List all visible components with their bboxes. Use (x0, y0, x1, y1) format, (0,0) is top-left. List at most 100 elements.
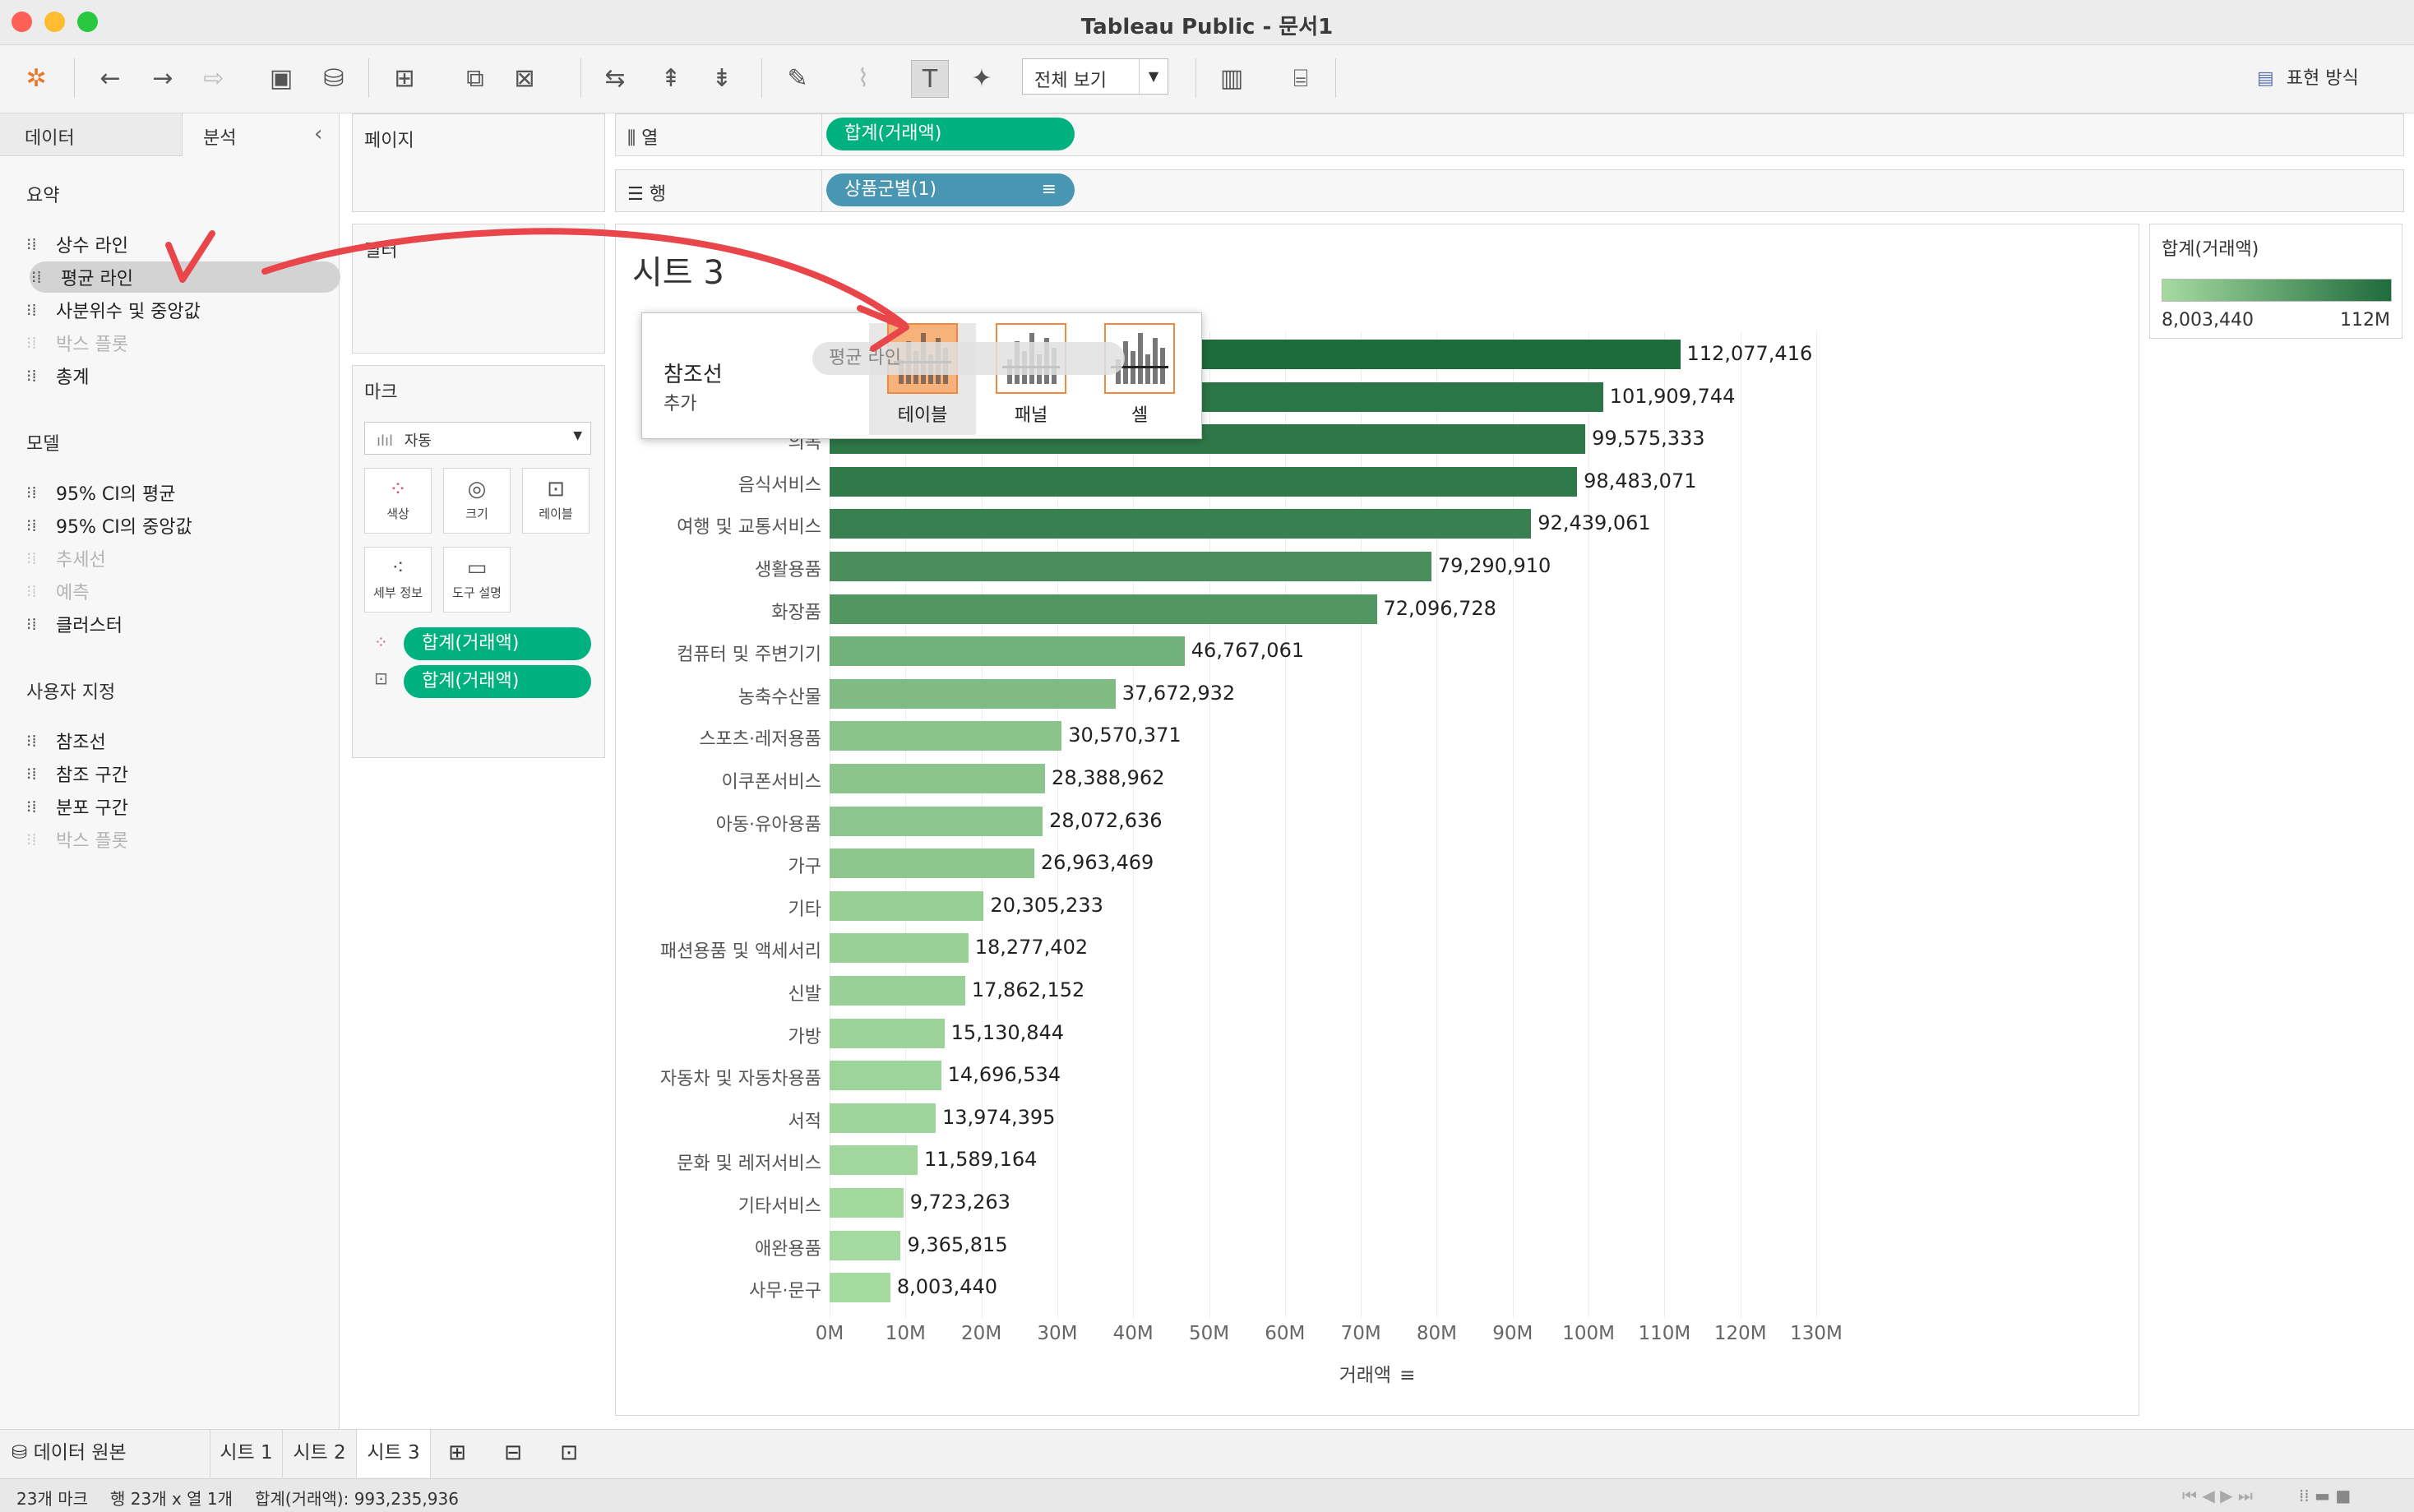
analytics-item[interactable]: ⁝⁞ 박스 플롯 (25, 327, 128, 358)
pages-card[interactable]: 페이지 (352, 113, 605, 212)
show-labels-icon[interactable]: T (911, 60, 949, 98)
tableau-logo-icon[interactable]: ✲ (25, 63, 47, 93)
close-window-button[interactable] (12, 12, 32, 32)
bar[interactable] (830, 1103, 936, 1133)
analytics-item[interactable]: ⁝⁞ 95% CI의 중앙값 (25, 510, 192, 541)
sort-ascending-icon[interactable]: ⇞ (660, 63, 682, 93)
sheet-tab-1[interactable]: 시트 1 (210, 1430, 283, 1477)
analytics-item-label: 박스 플롯 (56, 335, 128, 355)
color-legend[interactable]: 합계(거래액) 8,003,440 112M (2149, 224, 2402, 339)
new-story-icon[interactable]: ⊡ (560, 1440, 578, 1465)
x-gridline (1816, 331, 1817, 1318)
highlight-icon[interactable]: ✎ (787, 63, 808, 93)
bar[interactable] (830, 1061, 941, 1091)
analytics-item[interactable]: ⁝⁞ 클러스터 (25, 608, 123, 640)
scope-bar-glyph (1138, 333, 1143, 384)
bar[interactable] (830, 933, 969, 964)
analytics-item[interactable]: ⁝⁞ 박스 플롯 (25, 824, 128, 855)
new-sheet-icon[interactable]: ⊞ (394, 63, 415, 93)
bar[interactable] (830, 848, 1034, 879)
bar[interactable] (830, 552, 1431, 581)
bar[interactable] (830, 1273, 890, 1303)
bar[interactable] (830, 636, 1185, 667)
bar[interactable] (830, 806, 1043, 836)
bar[interactable] (830, 1188, 904, 1218)
minimize-window-button[interactable] (44, 12, 65, 32)
bar[interactable] (830, 1230, 901, 1260)
bar[interactable] (830, 678, 1116, 709)
x-gridline (1209, 331, 1210, 1318)
rows-shelf[interactable]: ☰ 행 상품군별(1) ≡ (615, 169, 2404, 212)
show-me-button[interactable]: ▤ 표현 방식 (2257, 63, 2359, 90)
new-dashboard-icon[interactable]: ⊟ (504, 1440, 522, 1465)
legend-min-label: 8,003,440 (2162, 310, 2254, 331)
zoom-window-button[interactable] (77, 12, 98, 32)
sort-descending-icon[interactable]: ⇟ (711, 63, 733, 93)
bar[interactable] (830, 764, 1046, 793)
rows-pill[interactable]: 상품군별(1) ≡ (826, 173, 1075, 206)
swap-icon[interactable]: ⇆ (604, 63, 626, 93)
tab-analysis[interactable]: 분석 (183, 113, 339, 156)
analytics-item[interactable]: ⁝⁞ 상수 라인 (25, 229, 128, 260)
bar[interactable] (830, 721, 1062, 751)
scope-cell-option[interactable]: 셀 (1086, 323, 1193, 435)
sheet-title: 시트 3 (632, 254, 724, 292)
analytics-item[interactable]: ⁝⁞ 사분위수 및 중앙값 (25, 294, 201, 326)
bar[interactable] (830, 594, 1377, 624)
label-button[interactable]: ⊡ 레이블 (522, 468, 590, 534)
bar[interactable] (830, 509, 1532, 539)
ci-median-icon: ⁝⁞ (26, 516, 37, 535)
save-icon[interactable]: ▣ (269, 63, 294, 93)
tooltip-button[interactable]: ▭ 도구 설명 (443, 547, 511, 613)
x-tick-label: 40M (1112, 1323, 1154, 1344)
analytics-item[interactable]: ⁝⁞ 예측 (25, 576, 89, 607)
bar[interactable] (830, 1145, 918, 1176)
category-label: 이쿠폰서비스 (721, 772, 821, 793)
group-icon[interactable]: ⌇ (857, 63, 870, 93)
color-field-pill[interactable]: 합계(거래액) (404, 627, 591, 660)
reference-line-icon: ⁝⁞ (26, 731, 37, 751)
size-icon: ◎ (467, 477, 487, 502)
mark-type-select[interactable]: ılıl 자동 ▼ (364, 422, 591, 455)
duplicate-sheet-icon[interactable]: ⧉ (466, 63, 484, 93)
cards-icon[interactable]: ▥ (1219, 63, 1244, 93)
bar[interactable] (830, 976, 965, 1006)
fit-select[interactable]: 전체 보기 ▼ (1022, 58, 1168, 95)
status-bar: 23개 마크 행 23개 x 열 1개 합계(거래액): 993,235,936… (0, 1478, 2414, 1512)
size-button[interactable]: ◎ 크기 (443, 468, 511, 534)
clear-sheet-icon[interactable]: ⊠ (514, 63, 535, 93)
new-sheet-icon[interactable]: ⊞ (448, 1440, 466, 1465)
collapse-pane-icon[interactable]: ‹ (314, 122, 323, 146)
analytics-item[interactable]: ⁝⁞ 참조 구간 (25, 758, 128, 789)
redo-icon[interactable]: → (152, 63, 173, 93)
analytics-item[interactable]: ⁝⁞ 총계 (25, 360, 89, 391)
sheet-tab-2[interactable]: 시트 2 (283, 1430, 357, 1477)
columns-shelf[interactable]: ⫼ 열 합계(거래액) (615, 113, 2404, 156)
sheet-nav-icons[interactable]: ⏮ ◀ ▶ ⏭ (2182, 1486, 2253, 1505)
bar[interactable] (830, 466, 1578, 497)
color-button[interactable]: ⁘ 색상 (364, 468, 432, 534)
sheet-tab-3[interactable]: 시트 3 (357, 1430, 431, 1477)
analytics-item[interactable]: ⁝⁞ 분포 구간 (25, 791, 128, 822)
columns-pill[interactable]: 합계(거래액) (826, 118, 1075, 150)
tab-data-source[interactable]: ⛁ 데이터 원본 (0, 1430, 210, 1477)
view-mode-icons[interactable]: ⁞⁞ ▬ ■ (2299, 1486, 2352, 1505)
analytics-item[interactable]: ⁝⁞ 95% CI의 평균 (25, 477, 175, 508)
replay-icon[interactable]: ⇨ (203, 63, 224, 93)
label-field-pill[interactable]: 합계(거래액) (404, 665, 591, 698)
undo-icon[interactable]: ← (99, 63, 121, 93)
add-datasource-icon[interactable]: ⛁ (323, 63, 345, 93)
x-gridline (1664, 331, 1666, 1318)
pin-icon[interactable]: ✦ (971, 63, 992, 93)
bar-value-label: 11,589,164 (923, 1148, 1038, 1172)
tab-data[interactable]: 데이터 (0, 113, 183, 156)
tooltip-icon: ▭ (466, 556, 488, 580)
analytics-item[interactable]: ⁝⁞ 추세선 (25, 543, 106, 574)
bar[interactable] (830, 890, 984, 921)
bar[interactable] (830, 1018, 945, 1048)
section-title: 모델 (26, 434, 60, 455)
presentation-icon[interactable]: ⌸ (1293, 63, 1308, 93)
detail-button[interactable]: ⁖ 세부 정보 (364, 547, 432, 613)
analytics-item[interactable]: ⁝⁞ 참조선 (25, 725, 106, 756)
